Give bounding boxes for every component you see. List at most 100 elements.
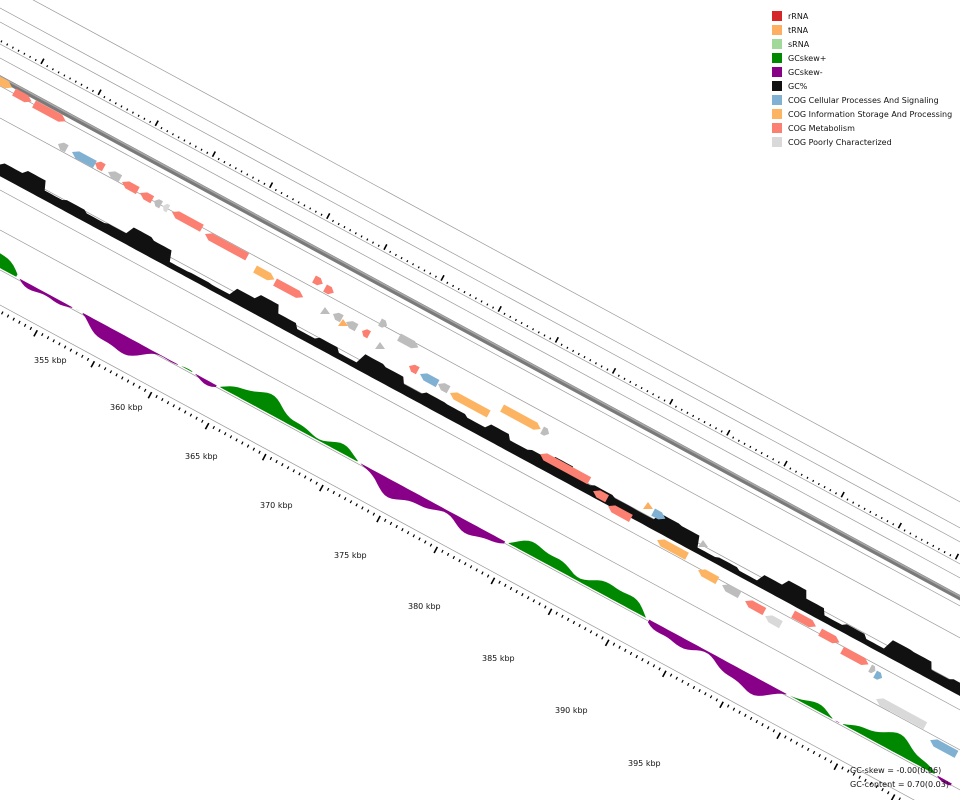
position-tick-minor [269,456,273,461]
position-tick-minor [681,679,684,683]
position-tick-minor [475,568,478,572]
position-tick-minor [326,487,330,491]
position-tick-minor [166,401,170,405]
gc-skew-positive [0,253,18,277]
scale-tick-minor [949,554,952,557]
position-tick-minor [338,494,341,498]
scale-tick-minor [69,77,72,80]
position-tick-minor [806,747,810,751]
scale-tick-minor [492,306,495,309]
scale-tick-minor [777,461,780,464]
scale-tick-minor [657,396,660,399]
position-tick-minor [526,596,530,600]
position-tick-minor [172,404,176,408]
gene-feature-arrow [72,151,97,168]
position-tick-minor [709,695,713,699]
position-tick-minor [658,667,661,671]
scale-tick-minor [503,312,506,315]
gene-feature-arrow [608,505,633,522]
gene-feature-arrow [108,171,123,183]
gene-feature-arrow [438,383,451,394]
position-tick-minor [58,342,61,346]
gene-feature-arrow [140,192,155,204]
position-tick-minor [361,506,364,510]
gene-feature-arrow [698,569,720,585]
position-tick-minor [103,367,107,371]
position-tick-minor [458,559,461,563]
scale-tick-major [211,151,217,158]
gene-feature-arrow [253,265,275,281]
scale-tick-major [40,58,45,65]
gene-feature-arrow [58,142,69,153]
scale-tick-major [840,491,845,498]
position-tick-minor [818,754,821,758]
scale-tick-minor [200,148,203,151]
position-tick-minor [18,320,21,324]
scale-tick-minor [246,173,249,176]
position-tick-minor [75,351,78,355]
scale-tick-minor [229,164,232,167]
scale-tick-major [154,120,159,127]
scale-tick-minor [206,151,209,154]
gc-skew-positive [842,724,935,774]
scale-tick-minor [537,331,540,334]
scale-tick-minor [629,380,632,384]
gc-content-stat: GC-content = 0.70(0.03) [850,780,949,789]
scale-tick-minor [903,529,906,532]
gene-feature-arrow [346,321,359,332]
scale-tick-minor [583,355,586,359]
scale-tick-minor [817,482,820,486]
scale-tick-minor [149,120,152,124]
legend-swatch [772,25,782,35]
gene-feature-arrow [657,539,689,560]
scale-tick-minor [674,405,677,408]
gene-feature-arrow [397,333,419,349]
small-feature-marker [375,342,385,349]
position-tick-minor [612,642,616,646]
scale-tick-minor [343,225,346,229]
scale-tick-minor [863,507,866,510]
position-tick-minor [212,425,216,430]
position-tick-major [376,515,381,523]
legend-item: GC% [772,79,952,93]
position-tick-minor [498,580,501,584]
position-tick-minor [223,432,227,436]
position-tick-minor [286,466,290,470]
position-tick-minor [332,490,336,495]
scale-tick-major [726,429,731,436]
scale-tick-minor [686,411,689,414]
position-tick-minor [309,478,313,482]
gene-feature-arrow [540,453,592,485]
position-tick-minor [441,549,444,553]
position-tick-minor [795,741,799,745]
legend-swatch [772,137,782,147]
scale-tick-minor [509,315,512,319]
scale-tick-minor [749,445,752,449]
position-tick-minor [858,775,861,779]
scale-tick-minor [320,213,323,216]
scale-tick-minor [737,439,740,442]
scale-tick-minor [692,414,695,418]
position-tick-minor [801,744,804,748]
scale-tick-minor [926,541,929,544]
legend-item: GCskew- [772,65,952,79]
position-tick-minor [178,407,181,411]
position-tick-label: 355 kbp [34,356,67,365]
position-tick-minor [715,698,719,702]
legend-swatch [772,81,782,91]
scale-tick-minor [526,325,529,328]
position-tick-minor [252,447,256,451]
scale-tick-minor [6,43,9,46]
scale-tick-minor [114,102,117,105]
position-tick-minor [389,521,393,526]
position-tick-minor [63,345,67,349]
position-tick-minor [749,716,753,721]
legend-item: COG Poorly Characterized [772,135,952,149]
position-tick-minor [704,692,707,696]
scale-tick-minor [11,46,14,49]
gc-skew-positive [790,695,833,719]
track-guide-line [0,21,960,543]
position-tick-label: 390 kbp [555,706,588,715]
position-tick-minor [732,707,736,711]
small-feature-marker [320,307,330,314]
